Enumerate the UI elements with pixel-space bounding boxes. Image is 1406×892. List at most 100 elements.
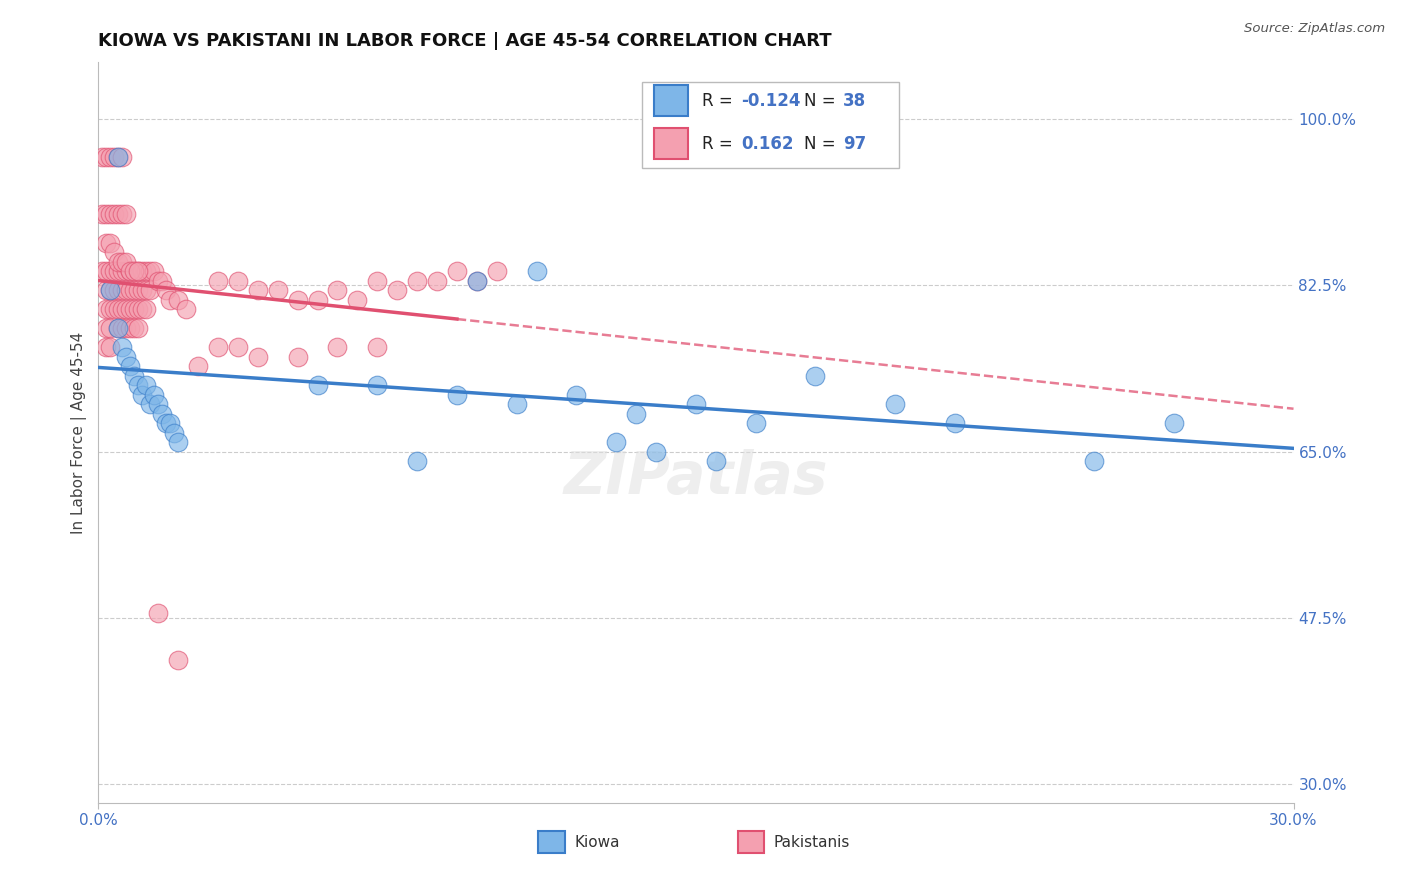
- Point: [139, 264, 162, 278]
- Point: [96, 340, 118, 354]
- Point: [131, 387, 153, 401]
- Point: [127, 264, 149, 278]
- Point: [96, 150, 118, 164]
- Point: [287, 293, 309, 307]
- Point: [127, 302, 149, 317]
- Point: [135, 378, 157, 392]
- Point: [226, 274, 249, 288]
- Point: [167, 653, 190, 667]
- Point: [150, 274, 173, 288]
- Point: [685, 397, 707, 411]
- FancyBboxPatch shape: [654, 128, 688, 159]
- Point: [127, 378, 149, 392]
- Point: [385, 283, 409, 297]
- Point: [884, 397, 907, 411]
- Point: [506, 397, 529, 411]
- Point: [124, 264, 146, 278]
- Point: [446, 264, 468, 278]
- Point: [446, 387, 468, 401]
- Point: [174, 302, 197, 317]
- Point: [96, 283, 118, 297]
- Point: [346, 293, 368, 307]
- Point: [111, 264, 134, 278]
- Point: [111, 207, 134, 221]
- Point: [187, 359, 209, 374]
- Point: [107, 321, 129, 335]
- Point: [103, 264, 125, 278]
- Point: [565, 387, 588, 401]
- Point: [96, 207, 118, 221]
- Text: KIOWA VS PAKISTANI IN LABOR FORCE | AGE 45-54 CORRELATION CHART: KIOWA VS PAKISTANI IN LABOR FORCE | AGE …: [98, 32, 832, 50]
- Point: [366, 274, 388, 288]
- Point: [163, 425, 186, 440]
- Point: [124, 283, 146, 297]
- Point: [96, 235, 118, 250]
- Point: [127, 283, 149, 297]
- Point: [167, 293, 190, 307]
- Point: [148, 397, 170, 411]
- Point: [120, 264, 142, 278]
- Point: [267, 283, 290, 297]
- Point: [526, 264, 548, 278]
- Point: [704, 454, 727, 468]
- Point: [326, 283, 349, 297]
- Point: [107, 207, 129, 221]
- Point: [103, 245, 125, 260]
- Text: R =: R =: [702, 92, 738, 110]
- Point: [159, 293, 181, 307]
- Point: [131, 283, 153, 297]
- Point: [91, 264, 114, 278]
- Point: [135, 302, 157, 317]
- Point: [111, 321, 134, 335]
- Point: [98, 340, 122, 354]
- Point: [111, 150, 134, 164]
- Point: [115, 283, 138, 297]
- Point: [127, 321, 149, 335]
- Y-axis label: In Labor Force | Age 45-54: In Labor Force | Age 45-54: [72, 332, 87, 533]
- Point: [107, 302, 129, 317]
- Point: [96, 264, 118, 278]
- FancyBboxPatch shape: [654, 86, 688, 117]
- Point: [124, 368, 146, 383]
- Point: [91, 207, 114, 221]
- Point: [103, 302, 125, 317]
- Point: [745, 416, 768, 430]
- Point: [98, 207, 122, 221]
- Text: ZIPatlas: ZIPatlas: [564, 449, 828, 506]
- Point: [98, 150, 122, 164]
- Point: [98, 283, 122, 297]
- Point: [96, 302, 118, 317]
- Point: [139, 397, 162, 411]
- Point: [366, 378, 388, 392]
- Point: [1163, 416, 1185, 430]
- FancyBboxPatch shape: [643, 82, 900, 168]
- Point: [943, 416, 966, 430]
- Point: [107, 321, 129, 335]
- Point: [406, 454, 429, 468]
- Point: [98, 283, 122, 297]
- Point: [366, 340, 388, 354]
- Point: [150, 407, 173, 421]
- Point: [804, 368, 827, 383]
- Point: [135, 283, 157, 297]
- Point: [207, 274, 229, 288]
- Point: [115, 302, 138, 317]
- Point: [96, 321, 118, 335]
- Point: [139, 283, 162, 297]
- Point: [120, 321, 142, 335]
- Point: [107, 150, 129, 164]
- Point: [307, 293, 329, 307]
- Point: [98, 235, 122, 250]
- Text: N =: N =: [804, 135, 841, 153]
- Point: [107, 264, 129, 278]
- Point: [120, 264, 142, 278]
- Point: [307, 378, 329, 392]
- Point: [111, 283, 134, 297]
- Point: [98, 302, 122, 317]
- Point: [111, 302, 134, 317]
- Point: [167, 435, 190, 450]
- Point: [115, 207, 138, 221]
- Point: [605, 435, 627, 450]
- Point: [103, 207, 125, 221]
- Point: [135, 264, 157, 278]
